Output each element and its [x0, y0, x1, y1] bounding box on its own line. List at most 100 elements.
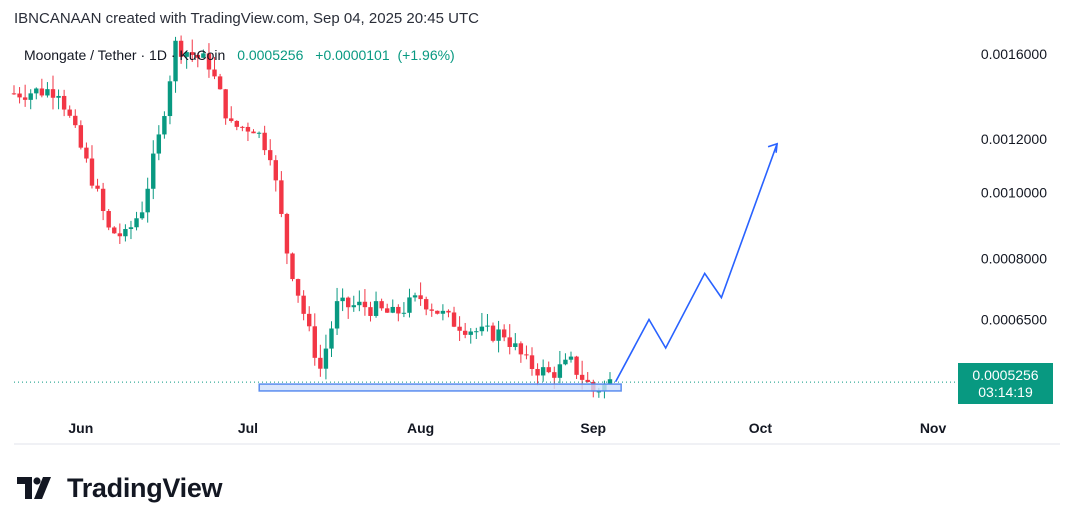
candle-body	[184, 52, 189, 57]
time-tick-label: Jun	[68, 420, 93, 436]
candle	[284, 212, 290, 265]
candle	[329, 321, 334, 357]
candle	[546, 361, 551, 374]
tradingview-logo-icon	[17, 477, 51, 499]
candle-body	[100, 188, 106, 212]
symbol-name[interactable]: Moongate / Tether · 1D · KuCoin	[24, 47, 226, 63]
candle	[501, 324, 507, 342]
candle	[451, 306, 457, 328]
candle	[234, 120, 239, 131]
candle-body	[128, 227, 134, 230]
candle-body	[490, 325, 496, 341]
brand-name: TradingView	[67, 472, 223, 503]
candle	[368, 301, 373, 322]
candle-body	[540, 367, 546, 376]
candle-body	[474, 331, 479, 333]
candle-body	[351, 305, 356, 308]
candle-body	[39, 88, 45, 96]
candle	[429, 303, 434, 317]
candle-body	[468, 331, 473, 335]
price-tick-label: 0.0008000	[981, 250, 1047, 266]
candle	[128, 220, 134, 240]
candle	[524, 345, 529, 360]
candle	[479, 312, 485, 336]
candle	[373, 291, 379, 318]
candle	[362, 289, 368, 316]
candle-countdown: 03:14:19	[978, 384, 1033, 400]
candle	[307, 306, 312, 332]
candle-body	[563, 359, 568, 365]
candle	[295, 278, 301, 303]
candle	[446, 309, 451, 318]
price-tick-label: 0.0016000	[981, 46, 1047, 62]
candle-body	[362, 301, 368, 308]
candle-body	[195, 54, 201, 58]
candle-body	[535, 368, 540, 376]
candle	[490, 322, 496, 343]
candle	[178, 35, 184, 64]
candle-body	[22, 97, 28, 100]
candle	[251, 129, 256, 134]
candle-body	[557, 364, 563, 378]
candle-body	[329, 328, 334, 349]
candle-body	[496, 329, 501, 341]
candle-body	[451, 312, 457, 327]
price-tick-label: 0.0006500	[981, 311, 1047, 327]
candle-body	[95, 185, 100, 189]
candle	[89, 145, 95, 189]
candle	[117, 223, 123, 244]
candle-body	[440, 310, 446, 314]
candle-body	[234, 120, 239, 127]
candle	[206, 43, 212, 78]
symbol-legend: Moongate / Tether · 1D · KuCoin 0.000525…	[24, 47, 455, 63]
candle	[507, 324, 512, 355]
candle	[418, 282, 423, 306]
candle	[145, 177, 150, 223]
candles	[11, 35, 955, 399]
candle-body	[151, 153, 156, 189]
candle	[223, 88, 228, 125]
candle	[540, 359, 546, 382]
price-change: +0.0000101	[315, 47, 390, 63]
candle-body	[134, 218, 139, 228]
candle	[245, 122, 251, 142]
candle	[440, 304, 446, 321]
time-tick-label: Sep	[580, 420, 606, 436]
candle	[212, 56, 217, 80]
candle-body	[390, 306, 395, 313]
candle	[346, 296, 351, 319]
candle	[462, 322, 468, 339]
candle	[162, 111, 167, 139]
candle	[123, 224, 128, 242]
candle-body	[368, 307, 373, 316]
candle-body	[167, 81, 173, 117]
candle-body	[524, 354, 529, 356]
candle	[56, 89, 61, 110]
price-axis[interactable]: 0.0016000 0.0012000 0.0010000 0.0008000 0.00…	[981, 46, 1047, 377]
candle	[112, 226, 117, 234]
candle-body	[546, 367, 551, 373]
candle	[173, 36, 178, 93]
time-axis[interactable]: Jun Jul Aug Sep Oct Nov	[68, 420, 946, 436]
candle-body	[268, 150, 273, 161]
candle	[340, 288, 345, 312]
candle	[273, 155, 278, 192]
candle	[401, 302, 407, 318]
candle	[95, 178, 100, 192]
candle	[156, 125, 162, 161]
candle	[485, 314, 490, 332]
candle-body	[412, 295, 418, 298]
candle-body	[446, 310, 451, 313]
candle-body	[596, 391, 602, 393]
tradingview-logo[interactable]: TradingView	[17, 472, 223, 504]
price-tick-label: 0.0012000	[981, 131, 1047, 147]
candle-body	[17, 93, 22, 98]
time-tick-label: Aug	[407, 420, 434, 436]
candle	[457, 316, 462, 341]
candle-body	[384, 308, 390, 313]
candle	[106, 209, 111, 231]
candle-body	[139, 212, 145, 219]
candle	[468, 328, 473, 344]
